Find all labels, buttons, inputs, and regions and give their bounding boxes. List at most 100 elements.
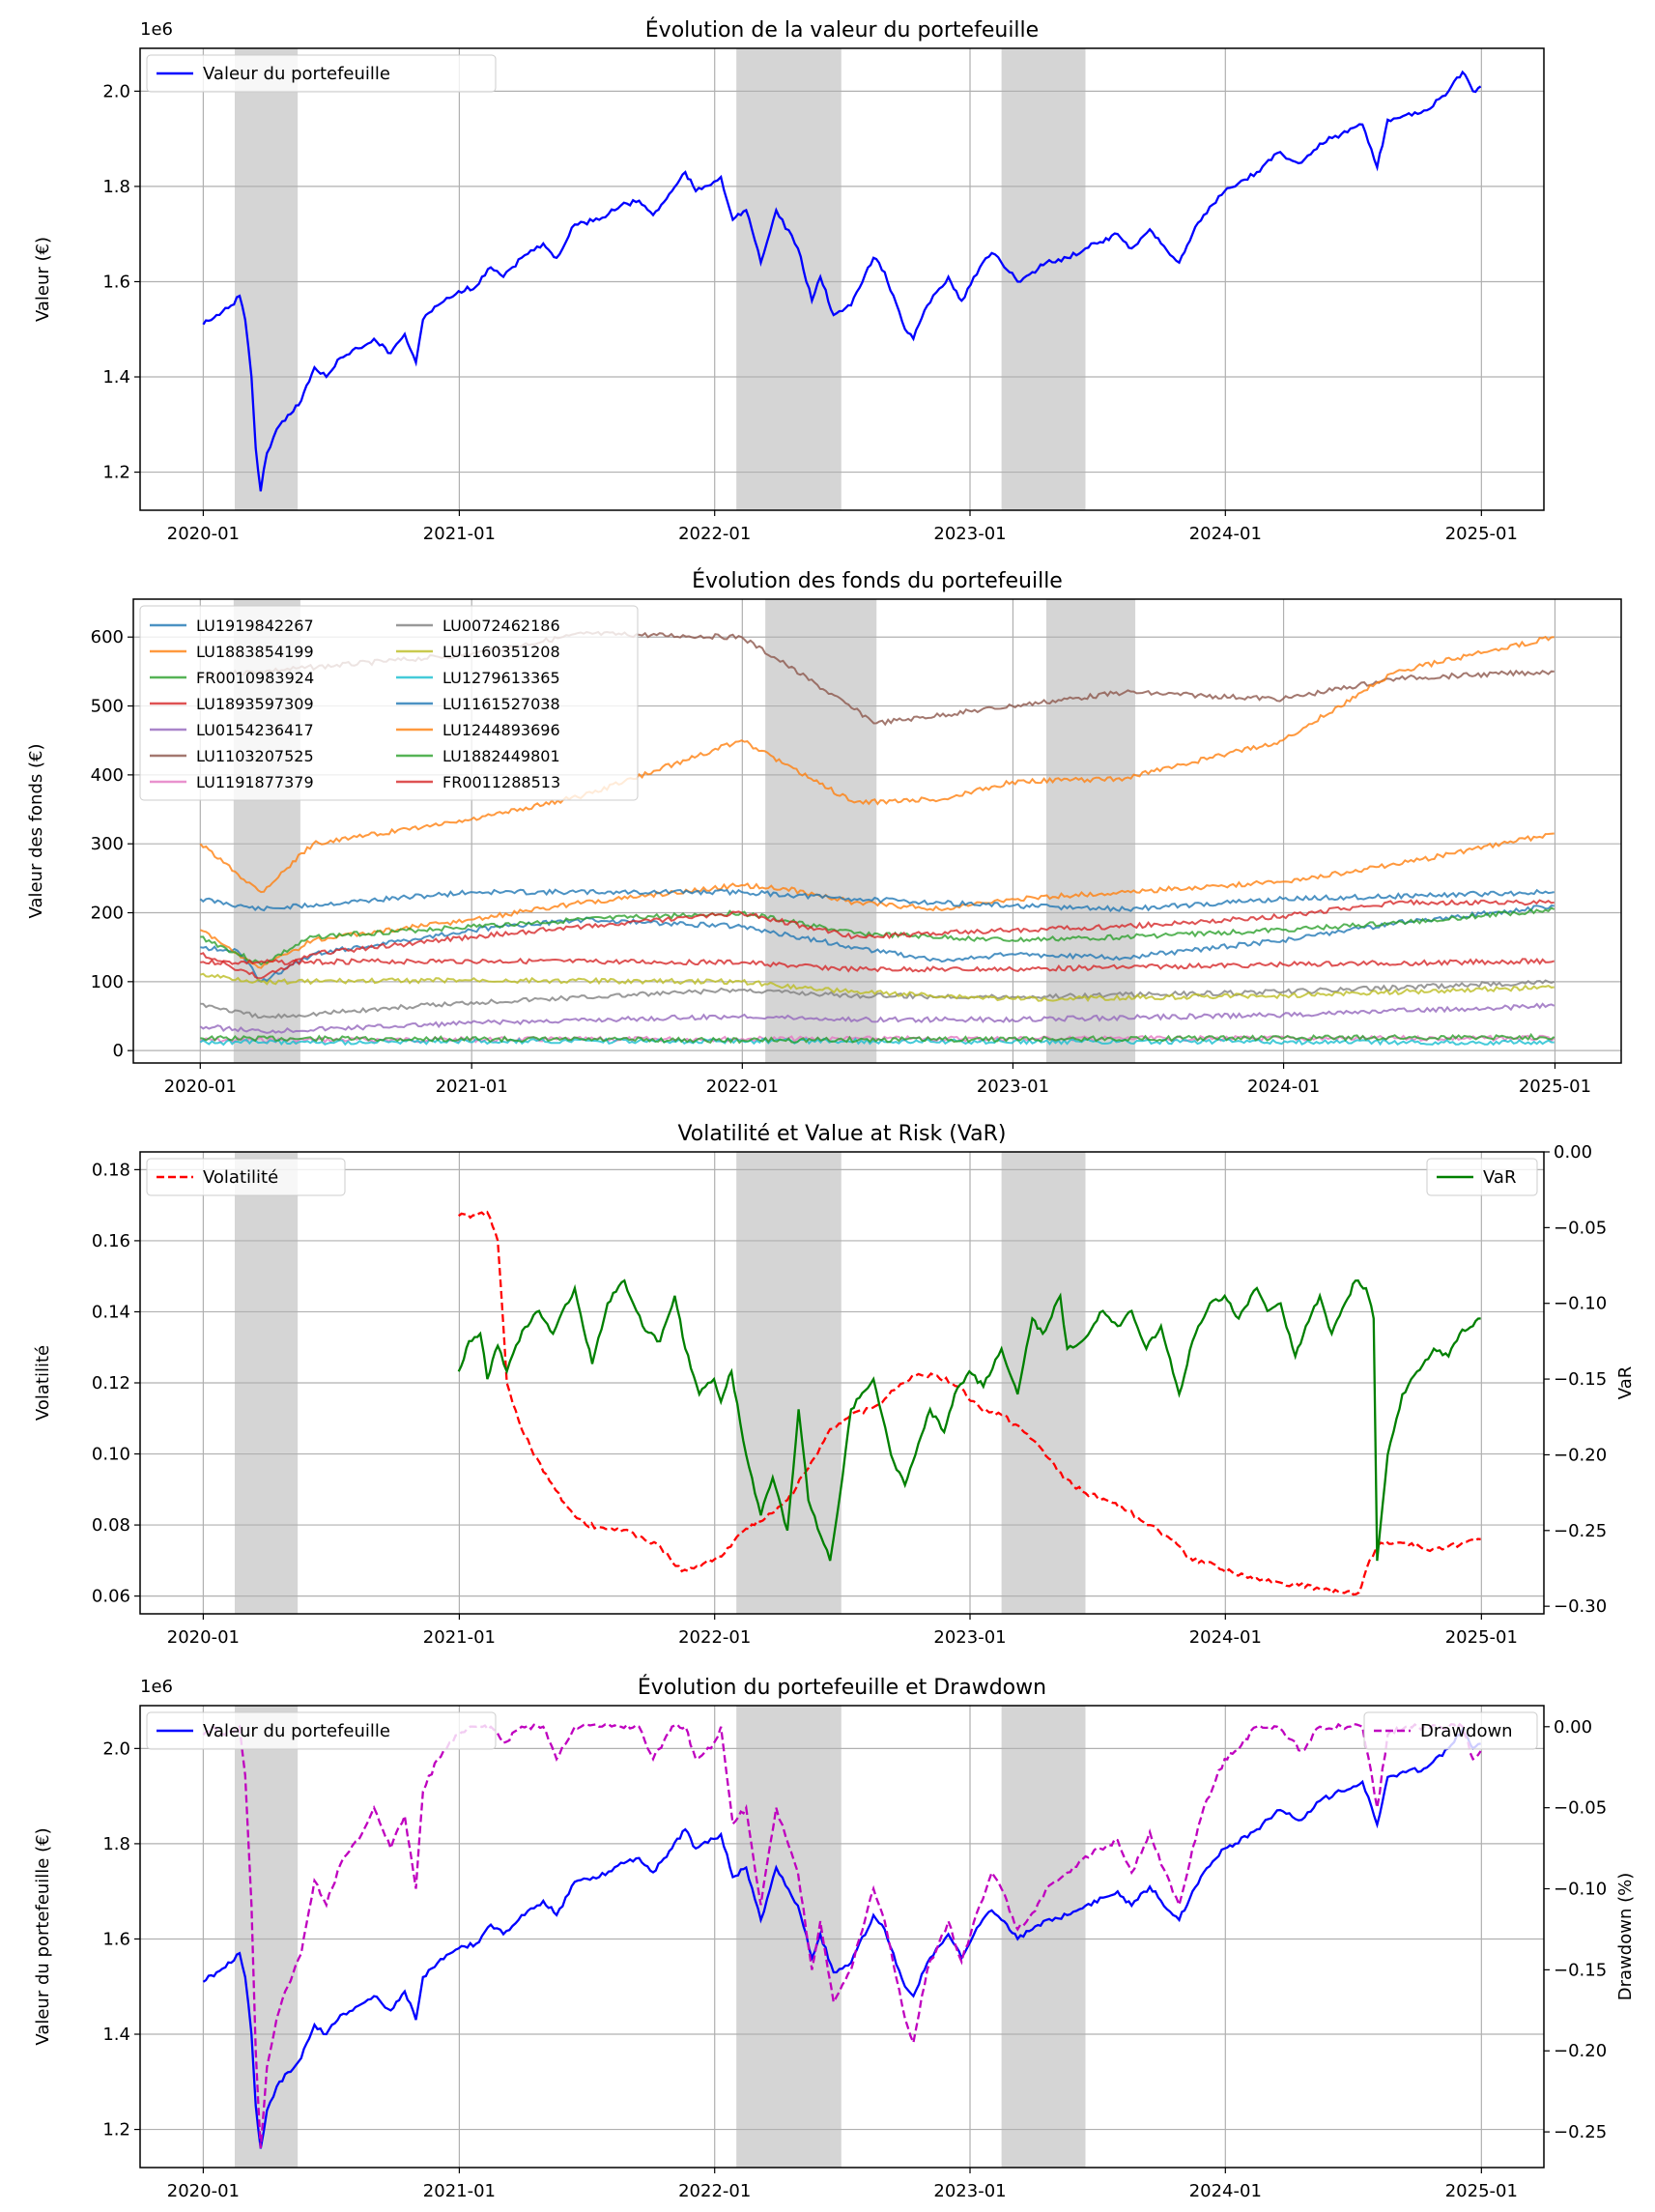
shaded-period-2 bbox=[765, 599, 877, 1063]
series-line-5 bbox=[199, 1002, 1555, 1034]
y-tick-label: 1.6 bbox=[102, 1929, 130, 1949]
x-tick-label: 2020-01 bbox=[164, 1077, 237, 1097]
chart-title: Volatilité et Value at Risk (VaR) bbox=[677, 1122, 1006, 1146]
series-line-1 bbox=[202, 1727, 1481, 2149]
chart-1: 1.2 1.4 1.6 1.8 2.0 2020-01 2021-01 2022-01 2023… bbox=[33, 17, 1545, 544]
series-line-13 bbox=[200, 1032, 1555, 1045]
chart-3: 0.06 0.08 0.10 0.12 0.14 0.16 0.18 2020-01 2021-… bbox=[33, 1122, 1636, 1648]
legend-label: LU1883854199 bbox=[196, 643, 314, 661]
y-axis-label: Valeur (€) bbox=[33, 237, 53, 322]
legend: Drawdown bbox=[1363, 1711, 1538, 1750]
y2-tick-label: −0.20 bbox=[1554, 1445, 1607, 1465]
y-offset-label: 1e6 bbox=[140, 1677, 173, 1697]
y2-tick-label: −0.20 bbox=[1554, 2041, 1607, 2061]
x-tick-label: 2025-01 bbox=[1445, 1627, 1518, 1648]
series-line-1 bbox=[200, 905, 1555, 983]
y-tick-label: 500 bbox=[91, 697, 124, 717]
legend: VaR bbox=[1426, 1158, 1538, 1196]
y-tick-label: 0.10 bbox=[92, 1445, 130, 1465]
y2-tick-label: 0.00 bbox=[1554, 1717, 1592, 1738]
x-tick-label: 2024-01 bbox=[1247, 1077, 1320, 1097]
legend-label: LU0072462186 bbox=[442, 617, 560, 635]
y-tick-label: 600 bbox=[91, 627, 124, 647]
y2-axis-label: Drawdown (%) bbox=[1615, 1873, 1636, 2000]
x-tick-label: 2021-01 bbox=[436, 1077, 508, 1097]
x-tick-label: 2025-01 bbox=[1445, 2181, 1518, 2201]
series-line-1 bbox=[202, 70, 1482, 492]
legend-label: LU1161527038 bbox=[442, 695, 560, 713]
chart-title: Évolution du portefeuille et Drawdown bbox=[638, 1675, 1046, 1700]
series-line-9 bbox=[199, 972, 1555, 1002]
shaded-period-3 bbox=[1045, 599, 1136, 1063]
shaded-period-3 bbox=[1001, 48, 1086, 510]
x-tick-label: 2022-01 bbox=[678, 524, 751, 544]
y2-tick-label: −0.05 bbox=[1554, 1798, 1607, 1819]
legend-label: LU1893597309 bbox=[196, 695, 314, 713]
y2-tick-label: −0.25 bbox=[1554, 1521, 1607, 1541]
x-tick-label: 2024-01 bbox=[1189, 524, 1262, 544]
legend-label: LU1103207525 bbox=[196, 747, 314, 765]
legend: Valeur du portefeuille bbox=[146, 1711, 497, 1750]
y-tick-label: 200 bbox=[91, 904, 124, 924]
x-tick-label: 2021-01 bbox=[423, 524, 496, 544]
y-axis-label: Valeur des fonds (€) bbox=[26, 744, 46, 919]
legend-label: FR0011288513 bbox=[442, 773, 560, 791]
plot-frame bbox=[132, 598, 1622, 1064]
legend-label: Volatilité bbox=[203, 1167, 278, 1188]
y2-tick-label: −0.30 bbox=[1554, 1596, 1607, 1617]
y-axis-label: Valeur du portefeuille (€) bbox=[33, 1827, 53, 2045]
legend-box bbox=[146, 54, 497, 93]
chart-title: Évolution des fonds du portefeuille bbox=[692, 568, 1063, 593]
legend-label: LU1919842267 bbox=[196, 617, 314, 635]
shaded-period-3 bbox=[1001, 1706, 1086, 2168]
legend: LU1919842267 LU1883854199 FR0010983924 LU18… bbox=[139, 605, 639, 801]
x-tick-label: 2023-01 bbox=[933, 1627, 1006, 1648]
legend-label: LU1279613365 bbox=[442, 669, 560, 687]
y-tick-label: 0.14 bbox=[92, 1302, 130, 1322]
y-tick-label: 0.16 bbox=[92, 1231, 130, 1251]
y-tick-label: 300 bbox=[91, 834, 124, 854]
legend-label: LU0154236417 bbox=[196, 721, 314, 739]
x-tick-label: 2022-01 bbox=[678, 2181, 751, 2201]
plot-frame bbox=[139, 1705, 1545, 2169]
series-line-2 bbox=[199, 832, 1555, 969]
y2-tick-label: 0.00 bbox=[1554, 1142, 1592, 1163]
y-axis-label: Volatilité bbox=[33, 1345, 53, 1421]
y-tick-label: 1.6 bbox=[102, 272, 130, 292]
y-tick-label: 2.0 bbox=[102, 81, 130, 101]
series-line-2 bbox=[202, 1722, 1482, 2148]
series-line-10 bbox=[199, 1037, 1555, 1047]
legend-box bbox=[146, 1711, 497, 1750]
chart-title: Évolution de la valeur du portefeuille bbox=[645, 17, 1039, 43]
series-line-11 bbox=[199, 888, 1555, 913]
series-line-3 bbox=[200, 906, 1555, 966]
x-tick-label: 2020-01 bbox=[167, 1627, 240, 1648]
legend-label: Drawdown bbox=[1420, 1721, 1513, 1741]
y2-tick-label: −0.10 bbox=[1554, 1294, 1607, 1314]
x-tick-label: 2023-01 bbox=[933, 524, 1006, 544]
y-tick-label: 0.12 bbox=[92, 1373, 130, 1393]
series-line-7 bbox=[200, 1034, 1555, 1045]
chart-4: 1.2 1.4 1.6 1.8 2.0 2020-01 2021-01 2022-01 2023… bbox=[33, 1675, 1636, 2201]
x-tick-label: 2024-01 bbox=[1189, 1627, 1262, 1648]
shaded-period-2 bbox=[736, 1706, 842, 2168]
legend-label: LU1244893696 bbox=[442, 721, 560, 739]
y-tick-label: 0.18 bbox=[92, 1160, 130, 1180]
legend-box bbox=[139, 605, 639, 801]
chart-2: 0 100 200 300 400 500 600 2020-01 2021-01 2022-01… bbox=[26, 568, 1622, 1097]
y-offset-label: 1e6 bbox=[140, 19, 173, 40]
y-tick-label: 0 bbox=[113, 1041, 124, 1061]
legend-box bbox=[1363, 1711, 1538, 1750]
shaded-period-2 bbox=[736, 48, 842, 510]
legend-label: Valeur du portefeuille bbox=[203, 1721, 390, 1741]
x-tick-label: 2022-01 bbox=[706, 1077, 779, 1097]
legend-label: FR0010983924 bbox=[196, 669, 314, 687]
y2-axis-label: VaR bbox=[1615, 1366, 1636, 1399]
legend-label: Valeur du portefeuille bbox=[203, 64, 390, 84]
x-tick-label: 2020-01 bbox=[167, 524, 240, 544]
y2-tick-label: −0.05 bbox=[1554, 1218, 1607, 1238]
y2-tick-label: −0.15 bbox=[1554, 1369, 1607, 1390]
series-line-4 bbox=[199, 899, 1555, 980]
shaded-period-1 bbox=[234, 48, 299, 510]
